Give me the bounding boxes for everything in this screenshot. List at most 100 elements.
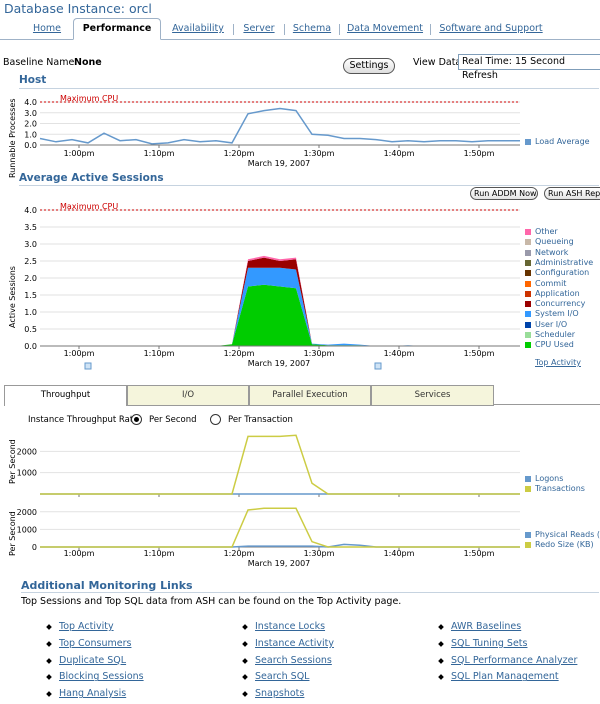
y-tick-label: 0.0 [24,141,37,150]
legend-transactions: Transactions [535,484,585,493]
y-tick-label: 1.0 [24,130,37,139]
monitoring-link-awr-baselines[interactable]: AWR Baselines [451,621,522,632]
view-data-value: Real Time: 15 Second Refresh [462,56,566,81]
legend-swatch [525,229,531,235]
tab-separator [284,24,285,35]
tab-separator [430,24,431,35]
x-tick-label: 1:20pm [224,349,255,358]
x-tick-label: 1:50pm [464,349,495,358]
snapshot-marker-icon [374,362,382,370]
legend-swatch-physical-reads [525,532,531,538]
legend-swatch-transactions [525,486,531,492]
legend-swatch [525,290,531,297]
legend-swatch [525,321,531,328]
monitoring-link-instance-locks[interactable]: Instance Locks [255,621,326,632]
main-tab-bar: Home Performance Availability Server Sch… [0,18,600,40]
top-activity-link[interactable]: Top Activity [535,358,581,367]
monitoring-link-sql-plan-management[interactable]: SQL Plan Management [451,671,559,683]
legend-swatch-logons [525,476,531,482]
monitoring-link-top-activity[interactable]: Top Activity [59,621,114,632]
x-tick-label: 1:50pm [464,149,495,158]
legend-item: System I/O [535,309,579,319]
monitoring-link-instance-activity[interactable]: Instance Activity [255,637,334,649]
x-tick-label: 1:50pm [464,549,495,558]
per-second-radio[interactable] [131,414,142,425]
x-tick-label: 1:40pm [384,149,415,158]
per-transaction-label: Per Transaction [228,415,293,425]
tab-schema[interactable]: Schema [292,23,332,34]
legend-item: User I/O [535,319,568,329]
run-addm-now-button[interactable]: Run ADDM Now [470,187,538,200]
y-tick-label: 2.5 [24,257,37,266]
throughput-rate-label: Instance Throughput Rate [28,415,139,425]
subtab-io[interactable]: I/O [127,385,249,406]
bullet-icon [438,674,444,681]
view-data-select[interactable]: Real Time: 15 Second Refresh [458,54,600,81]
series-transactions [40,434,520,495]
legend-item: Concurrency [535,299,586,309]
x-tick-label: 1:10pm [144,149,175,158]
throughput-chart-2: 0 1000 2000 1:00pm 1:10pm 1:20pm 1:30pm 1:40pm 1… [17,507,520,568]
series-redo-size-kb- [40,507,520,548]
legend-item: Network [535,247,569,257]
legend-swatch [525,249,531,256]
y-tick-label: 4.0 [24,98,37,107]
bullet-icon [242,674,248,681]
tab-performance[interactable]: Performance [73,18,161,40]
subtab-services[interactable]: Services [371,385,494,406]
tab-separator [233,24,234,35]
max-cpu-label: Maximum CPU [60,94,118,103]
legend-item: Queueing [535,237,574,247]
monitoring-link-hang-analysis[interactable]: Hang Analysis [59,688,127,700]
monitoring-link-search-sessions[interactable]: Search Sessions [255,654,332,666]
legend-item: Application [535,288,580,298]
x-tick-label: 1:00pm [64,549,95,558]
monitoring-link-blocking-sessions[interactable]: Blocking Sessions [59,671,144,683]
bullet-icon [242,691,248,698]
x-axis-date: March 19, 2007 [248,559,311,568]
legend-item: Other [535,227,558,236]
aas-chart: 0.0 0.5 1.0 1.5 2.0 2.5 3.0 3.5 4.0 Maximum CPU 1:… [24,202,520,370]
monitoring-link-search-sql[interactable]: Search SQL [255,671,310,683]
area-system-i-o [40,267,520,346]
baseline-value: None [74,57,102,68]
y-tick-label: 2000 [17,447,37,456]
monitoring-link-duplicate-sql[interactable]: Duplicate SQL [59,654,127,666]
bullet-icon [46,657,52,664]
x-tick-label: 1:20pm [224,149,255,158]
y-tick-label: 1000 [17,469,37,478]
legend-swatch [525,239,531,246]
throughput-chart-1: 1000 2000 [17,434,520,497]
tab-separator [339,24,340,35]
x-tick-label: 1:40pm [384,349,415,358]
y-tick-label: 0 [32,543,37,552]
settings-button[interactable]: Settings [343,58,395,74]
tab-data-movement[interactable]: Data Movement [346,23,424,34]
x-tick-label: 1:10pm [144,549,175,558]
monitoring-link-snapshots[interactable]: Snapshots [255,688,305,700]
links-heading-rule [21,592,599,593]
per-second-label: Per Second [149,415,197,425]
run-ash-report-button[interactable]: Run ASH Report [544,187,600,200]
monitoring-link-sql-performance-analyzer[interactable]: SQL Performance Analyzer [451,654,578,666]
monitoring-link-sql-tuning-sets[interactable]: SQL Tuning Sets [451,637,528,649]
tab-software-and-support[interactable]: Software and Support [439,23,543,34]
y-tick-label: 1000 [17,525,37,534]
monitoring-link-top-consumers[interactable]: Top Consumers [59,637,132,649]
per-transaction-radio[interactable] [210,414,221,425]
y-tick-label: 0.5 [24,325,37,334]
y-tick-label: 1.0 [24,308,37,317]
bullet-icon [242,640,248,647]
subtab-throughput[interactable]: Throughput [4,385,127,406]
tab-server[interactable]: Server [243,23,275,34]
y-tick-label: 3.0 [24,109,37,118]
x-tick-label: 1:30pm [304,549,335,558]
subtab-parallel-execution[interactable]: Parallel Execution [249,385,371,406]
y-tick-label: 1.5 [24,291,37,300]
tab-availability[interactable]: Availability [172,23,224,34]
host-heading: Host [19,74,47,86]
y-tick-label: 3.0 [24,240,37,249]
max-cpu-label: Maximum CPU [60,202,118,211]
tab-home[interactable]: Home [32,23,62,34]
view-data-label: View Data [413,57,462,68]
